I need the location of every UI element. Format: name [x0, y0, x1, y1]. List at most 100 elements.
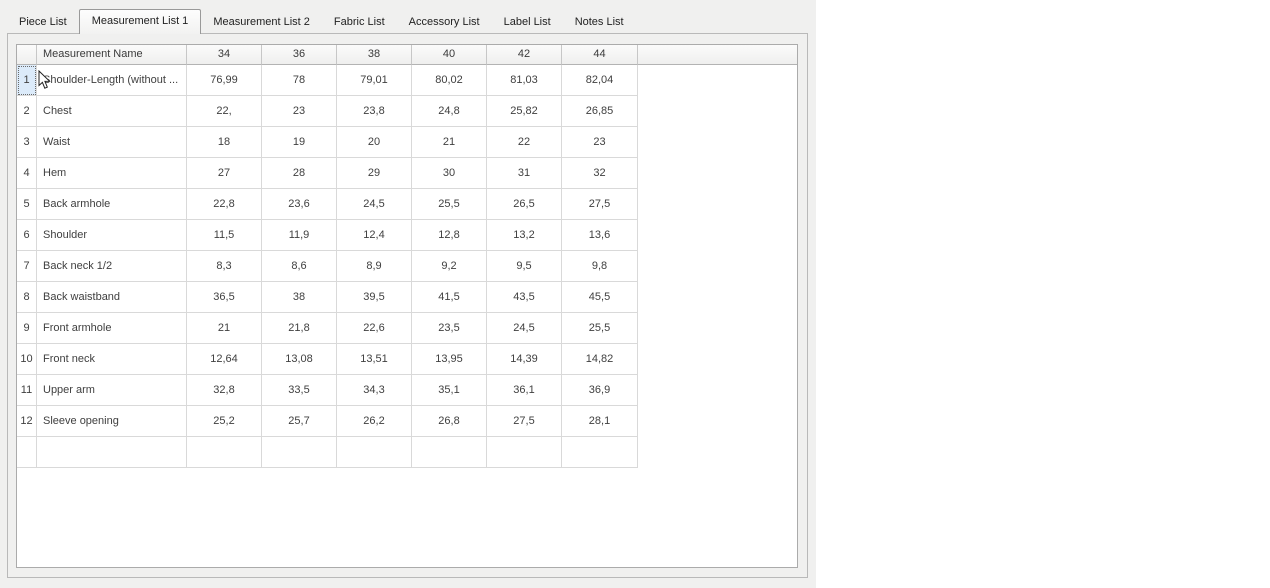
value-cell[interactable]: 25,82 [487, 96, 562, 127]
measurement-name-cell[interactable]: Front neck [37, 344, 187, 375]
value-cell[interactable]: 76,99 [187, 65, 262, 96]
value-cell[interactable]: 27 [187, 158, 262, 189]
row-number-cell[interactable]: 6 [17, 220, 37, 251]
value-cell[interactable]: 30 [412, 158, 487, 189]
value-cell[interactable]: 22,6 [337, 313, 412, 344]
value-cell[interactable]: 27,5 [487, 406, 562, 437]
value-cell[interactable]: 33,5 [262, 375, 337, 406]
value-cell[interactable]: 80,02 [412, 65, 487, 96]
column-header-42[interactable]: 42 [487, 45, 562, 65]
measurement-name-cell[interactable]: Shoulder [37, 220, 187, 251]
value-cell[interactable]: 38 [262, 282, 337, 313]
value-cell[interactable]: 25,5 [412, 189, 487, 220]
value-cell[interactable]: 25,2 [187, 406, 262, 437]
value-cell[interactable]: 9,8 [562, 251, 638, 282]
value-cell[interactable]: 36,9 [562, 375, 638, 406]
value-cell[interactable]: 81,03 [487, 65, 562, 96]
value-cell[interactable]: 13,2 [487, 220, 562, 251]
value-cell[interactable]: 13,51 [337, 344, 412, 375]
value-cell[interactable]: 22 [487, 127, 562, 158]
measurement-name-cell[interactable]: Waist [37, 127, 187, 158]
measurement-name-cell[interactable]: Back armhole [37, 189, 187, 220]
tab-piece-list[interactable]: Piece List [19, 16, 67, 28]
value-cell[interactable]: 35,1 [412, 375, 487, 406]
value-cell[interactable]: 79,01 [337, 65, 412, 96]
column-header-36[interactable]: 36 [262, 45, 337, 65]
value-cell[interactable]: 20 [337, 127, 412, 158]
value-cell[interactable]: 13,6 [562, 220, 638, 251]
value-cell[interactable]: 23,8 [337, 96, 412, 127]
tab-accessory-list[interactable]: Accessory List [408, 16, 480, 28]
column-header-40[interactable]: 40 [412, 45, 487, 65]
value-cell[interactable] [262, 437, 337, 468]
value-cell[interactable]: 22,8 [187, 189, 262, 220]
value-cell[interactable]: 36,1 [487, 375, 562, 406]
value-cell[interactable]: 32 [562, 158, 638, 189]
value-cell[interactable]: 13,08 [262, 344, 337, 375]
row-number-cell[interactable]: 3 [17, 127, 37, 158]
value-cell[interactable]: 11,9 [262, 220, 337, 251]
row-number-cell[interactable]: 10 [17, 344, 37, 375]
measurement-name-cell[interactable] [37, 437, 187, 468]
value-cell[interactable]: 82,04 [562, 65, 638, 96]
value-cell[interactable]: 24,5 [487, 313, 562, 344]
tab-measurement-list-1[interactable]: Measurement List 1 [78, 9, 202, 34]
value-cell[interactable]: 14,39 [487, 344, 562, 375]
row-number-cell[interactable]: 4 [17, 158, 37, 189]
value-cell[interactable]: 8,6 [262, 251, 337, 282]
value-cell[interactable]: 21,8 [262, 313, 337, 344]
value-cell[interactable]: 21 [412, 127, 487, 158]
value-cell[interactable]: 24,5 [337, 189, 412, 220]
value-cell[interactable]: 19 [262, 127, 337, 158]
value-cell[interactable]: 32,8 [187, 375, 262, 406]
row-number-cell[interactable]: 12 [17, 406, 37, 437]
row-number-cell[interactable]: 9 [17, 313, 37, 344]
value-cell[interactable] [562, 437, 638, 468]
value-cell[interactable]: 36,5 [187, 282, 262, 313]
value-cell[interactable]: 26,5 [487, 189, 562, 220]
value-cell[interactable]: 78 [262, 65, 337, 96]
column-header-measurement-name[interactable]: Measurement Name [37, 45, 187, 65]
row-number-cell[interactable]: 7 [17, 251, 37, 282]
value-cell[interactable]: 8,3 [187, 251, 262, 282]
value-cell[interactable]: 45,5 [562, 282, 638, 313]
value-cell[interactable]: 11,5 [187, 220, 262, 251]
value-cell[interactable]: 21 [187, 313, 262, 344]
value-cell[interactable]: 22, [187, 96, 262, 127]
row-number-cell[interactable]: 5 [17, 189, 37, 220]
measurement-name-cell[interactable]: Back neck 1/2 [37, 251, 187, 282]
value-cell[interactable]: 23,5 [412, 313, 487, 344]
tab-measurement-list-2[interactable]: Measurement List 2 [213, 16, 310, 28]
row-number-cell[interactable]: 2 [17, 96, 37, 127]
value-cell[interactable]: 41,5 [412, 282, 487, 313]
value-cell[interactable]: 31 [487, 158, 562, 189]
value-cell[interactable] [487, 437, 562, 468]
measurement-name-cell[interactable]: Front armhole [37, 313, 187, 344]
value-cell[interactable]: 12,4 [337, 220, 412, 251]
measurement-name-cell[interactable]: Chest [37, 96, 187, 127]
column-header-44[interactable]: 44 [562, 45, 638, 65]
value-cell[interactable]: 24,8 [412, 96, 487, 127]
value-cell[interactable]: 39,5 [337, 282, 412, 313]
value-cell[interactable]: 23 [262, 96, 337, 127]
value-cell[interactable]: 23 [562, 127, 638, 158]
value-cell[interactable]: 12,64 [187, 344, 262, 375]
value-cell[interactable]: 9,2 [412, 251, 487, 282]
value-cell[interactable]: 27,5 [562, 189, 638, 220]
row-number-cell[interactable]: 11 [17, 375, 37, 406]
row-number-cell[interactable]: 1 [17, 65, 37, 96]
value-cell[interactable] [187, 437, 262, 468]
measurement-name-cell[interactable]: Hem [37, 158, 187, 189]
measurement-name-cell[interactable]: Back waistband [37, 282, 187, 313]
value-cell[interactable]: 13,95 [412, 344, 487, 375]
row-number-cell[interactable] [17, 437, 37, 468]
value-cell[interactable]: 9,5 [487, 251, 562, 282]
measurement-name-cell[interactable]: Shoulder-Length (without ... [37, 65, 187, 96]
value-cell[interactable]: 23,6 [262, 189, 337, 220]
value-cell[interactable]: 8,9 [337, 251, 412, 282]
value-cell[interactable]: 14,82 [562, 344, 638, 375]
value-cell[interactable]: 26,85 [562, 96, 638, 127]
tab-label-list[interactable]: Label List [503, 16, 551, 28]
value-cell[interactable]: 12,8 [412, 220, 487, 251]
value-cell[interactable]: 26,8 [412, 406, 487, 437]
